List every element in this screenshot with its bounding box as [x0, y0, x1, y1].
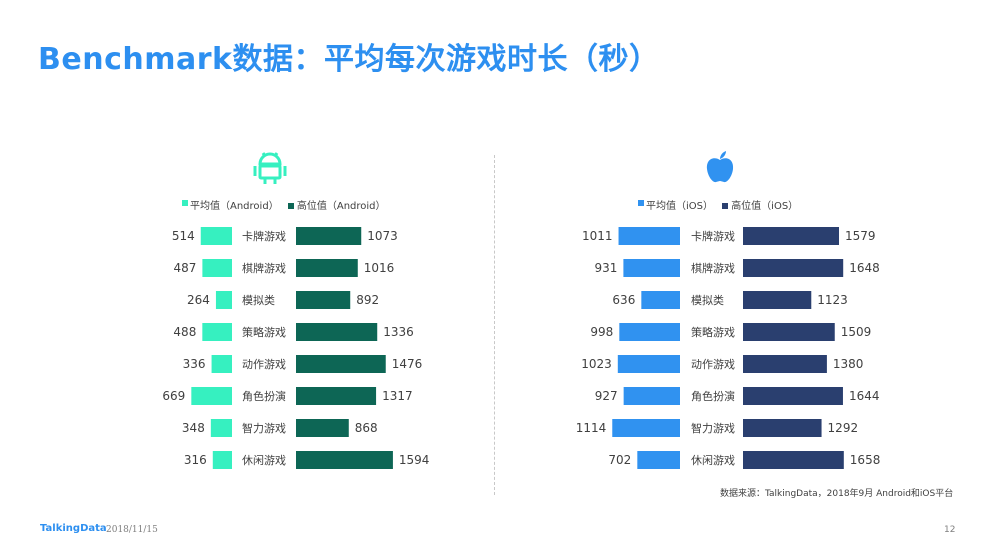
page-number: 12	[944, 525, 956, 535]
legend-swatch-ios-high	[722, 202, 729, 209]
android-avg-label: 316	[184, 453, 207, 467]
ios-legend-swatch-avg	[638, 200, 644, 206]
ios-high-label: 1658	[850, 453, 881, 467]
android-high-label: 1016	[364, 261, 395, 275]
ios-avg-label: 931	[594, 261, 617, 275]
ios-avg-bar	[623, 259, 680, 277]
ios-category-label: 棋牌游戏	[691, 261, 735, 275]
ios-high-bar	[743, 355, 827, 373]
ios-high-bar	[743, 291, 812, 309]
android-avg-label: 264	[187, 293, 210, 307]
android-category-label: 休闲游戏	[242, 453, 286, 467]
ios-avg-bar	[618, 227, 680, 245]
android-high-label: 1336	[383, 325, 414, 339]
ios-category-label: 角色扮演	[691, 389, 735, 403]
ios-avg-label: 636	[612, 293, 635, 307]
android-avg-label: 336	[183, 357, 206, 371]
android-high-label: 892	[356, 293, 379, 307]
ios-high-bar	[743, 259, 844, 277]
ios-high-label: 1292	[828, 421, 859, 435]
ios-avg-label: 1023	[581, 357, 612, 371]
footer-brand: TalkingData	[40, 523, 107, 534]
apple-icon	[706, 151, 734, 183]
legend-android-high: 高位值（Android）	[296, 201, 386, 212]
legend-ios-avg: 平均值（iOS）	[646, 201, 713, 212]
android-category-label: 卡牌游戏	[242, 229, 286, 243]
ios-high-bar	[743, 387, 843, 405]
ios-avg-label: 998	[590, 325, 613, 339]
android-avg-label: 488	[173, 325, 196, 339]
android-high-bar	[296, 451, 393, 469]
ios-high-bar	[743, 419, 822, 437]
ios-category-label: 智力游戏	[691, 421, 735, 435]
legend-android-avg: 平均值（Android）	[190, 201, 279, 212]
ios-high-label: 1509	[841, 325, 872, 339]
android-high-bar	[296, 387, 377, 405]
android-high-bar	[296, 227, 362, 245]
ios-avg-bar	[617, 355, 680, 373]
android-category-label: 智力游戏	[242, 421, 286, 435]
android-avg-label: 487	[173, 261, 196, 275]
ios-avg-label: 927	[595, 389, 618, 403]
android-avg-bar	[202, 259, 232, 277]
android-high-label: 1317	[382, 389, 413, 403]
ios-category-label: 策略游戏	[691, 325, 735, 339]
android-high-bar	[296, 419, 349, 437]
ios-avg-label: 702	[608, 453, 631, 467]
android-avg-bar	[210, 419, 232, 437]
android-high-label: 1594	[399, 453, 430, 467]
android-avg-bar	[211, 355, 232, 373]
legend-ios-high: 高位值（iOS）	[731, 201, 799, 212]
ios-high-label: 1123	[817, 293, 848, 307]
ios-avg-bar	[619, 323, 680, 341]
android-avg-bar	[191, 387, 232, 405]
ios-high-bar	[743, 227, 840, 245]
android-avg-bar	[202, 323, 232, 341]
android-avg-bar	[215, 291, 232, 309]
android-category-label: 棋牌游戏	[242, 261, 286, 275]
panel-divider	[494, 155, 495, 495]
ios-high-label: 1380	[833, 357, 864, 371]
android-high-label: 1476	[392, 357, 423, 371]
footer-date: 2018/11/15	[106, 525, 158, 535]
ios-category-label: 卡牌游戏	[691, 229, 735, 243]
ios-avg-bar	[637, 451, 680, 469]
android-high-bar	[296, 259, 358, 277]
ios-avg-bar	[623, 387, 680, 405]
android-high-bar	[296, 323, 378, 341]
android-avg-label: 514	[172, 229, 195, 243]
ios-avg-bar	[641, 291, 680, 309]
android-category-label: 动作游戏	[242, 358, 286, 371]
android-category-label: 角色扮演	[242, 389, 286, 403]
ios-avg-label: 1114	[576, 421, 607, 435]
legend-ios: 平均值（iOS） 高位值（iOS）	[646, 197, 798, 212]
android-icon	[253, 152, 287, 184]
android-category-label: 策略游戏	[242, 325, 286, 339]
ios-avg-bar	[612, 419, 680, 437]
ios-high-bar	[743, 323, 835, 341]
page-title: Benchmark数据：平均每次游戏时长（秒）	[38, 42, 660, 77]
android-high-bar	[296, 355, 386, 373]
ios-high-label: 1579	[845, 229, 876, 243]
android-high-label: 868	[355, 421, 378, 435]
ios-category-label: 休闲游戏	[691, 453, 735, 467]
android-legend-swatch-avg	[182, 200, 188, 206]
ios-high-bar	[743, 451, 844, 469]
android-avg-label: 669	[162, 389, 185, 403]
source-note: 数据来源：TalkingData，2018年9月 Android和iOS平台	[720, 489, 954, 499]
android-high-label: 1073	[367, 229, 398, 243]
legend-swatch-android-high	[287, 202, 294, 209]
ios-category-label: 动作游戏	[691, 358, 735, 371]
ios-high-label: 1644	[849, 389, 880, 403]
ios-category-label: 模拟类	[691, 293, 724, 307]
ios-high-label: 1648	[849, 261, 880, 275]
legend-android: 平均值（Android） 高位值（Android）	[190, 197, 386, 212]
android-avg-bar	[200, 227, 232, 245]
android-high-bar	[296, 291, 351, 309]
android-avg-bar	[212, 451, 232, 469]
android-avg-label: 348	[182, 421, 205, 435]
android-category-label: 模拟类	[242, 293, 275, 307]
ios-avg-label: 1011	[582, 229, 613, 243]
